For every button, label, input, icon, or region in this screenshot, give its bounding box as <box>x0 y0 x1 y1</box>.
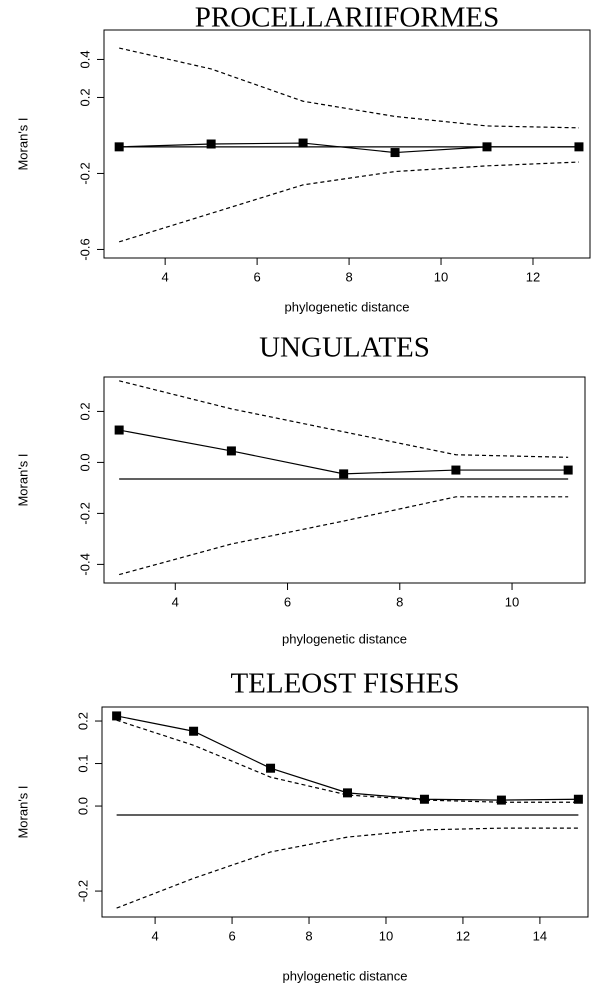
y-tick-label: -0.2 <box>77 162 92 184</box>
x-tick-label: 14 <box>533 928 547 943</box>
plot-frame <box>103 376 586 584</box>
x-tick-label: 8 <box>396 594 403 609</box>
point-marker <box>563 465 573 475</box>
y-tick-label: -0.4 <box>77 553 92 575</box>
point-marker <box>496 795 506 805</box>
point-marker <box>339 469 349 479</box>
x-tick-label: 4 <box>162 269 169 284</box>
series-line <box>119 47 579 129</box>
point-marker <box>189 726 199 736</box>
y-tick-label: 0.1 <box>75 754 90 772</box>
y-tick-label: 0.4 <box>77 50 92 68</box>
plot-frame <box>103 29 591 259</box>
series-line <box>116 715 579 801</box>
series-line <box>119 429 569 475</box>
point-marker <box>419 794 429 804</box>
x-tick-label: 10 <box>505 594 519 609</box>
point-marker <box>206 139 216 149</box>
y-tick-label: 0.2 <box>75 712 90 730</box>
x-tick-label: 10 <box>434 269 448 284</box>
y-tick-label: 0.0 <box>75 797 90 815</box>
x-tick-label: 12 <box>456 928 470 943</box>
point-marker <box>112 711 122 721</box>
point-marker <box>343 788 353 798</box>
point-marker <box>226 446 236 456</box>
series-line <box>118 496 569 576</box>
point-marker <box>451 465 461 475</box>
x-tick-label: 6 <box>284 594 291 609</box>
x-tick-label: 10 <box>379 928 393 943</box>
y-axis-label: Moran's I <box>15 117 30 170</box>
y-tick-label: -0.6 <box>77 238 92 260</box>
plot-frame <box>101 706 589 918</box>
series-line <box>118 161 579 243</box>
x-tick-label: 6 <box>253 269 260 284</box>
series-line <box>119 380 569 458</box>
x-tick-label: 8 <box>345 269 352 284</box>
y-tick-label: -0.2 <box>75 880 90 902</box>
chart-title: TELEOST FISHES <box>230 668 459 700</box>
x-tick-label: 4 <box>151 928 158 943</box>
y-tick-label: -0.2 <box>77 502 92 524</box>
series-line <box>116 719 579 803</box>
point-marker <box>573 794 583 804</box>
y-tick-label: 0.2 <box>77 402 92 420</box>
x-axis-label: phylogenetic distance <box>282 631 407 646</box>
x-tick-label: 6 <box>228 928 235 943</box>
y-tick-label: 0.0 <box>77 453 92 471</box>
point-marker <box>390 148 400 158</box>
chart-title: PROCELLARIIFORMES <box>195 2 500 34</box>
x-tick-label: 4 <box>172 594 179 609</box>
series-line <box>119 142 579 154</box>
chart-title: UNGULATES <box>259 332 430 364</box>
y-tick-label: 0.2 <box>77 88 92 106</box>
x-axis-label: phylogenetic distance <box>282 968 407 983</box>
series-line <box>116 827 579 909</box>
y-axis-label: Moran's I <box>15 785 30 838</box>
y-axis-label: Moran's I <box>15 453 30 506</box>
point-marker <box>266 763 276 773</box>
x-tick-label: 8 <box>305 928 312 943</box>
point-marker <box>298 138 308 148</box>
x-axis-label: phylogenetic distance <box>284 299 409 314</box>
x-tick-label: 12 <box>526 269 540 284</box>
point-marker <box>114 425 124 435</box>
